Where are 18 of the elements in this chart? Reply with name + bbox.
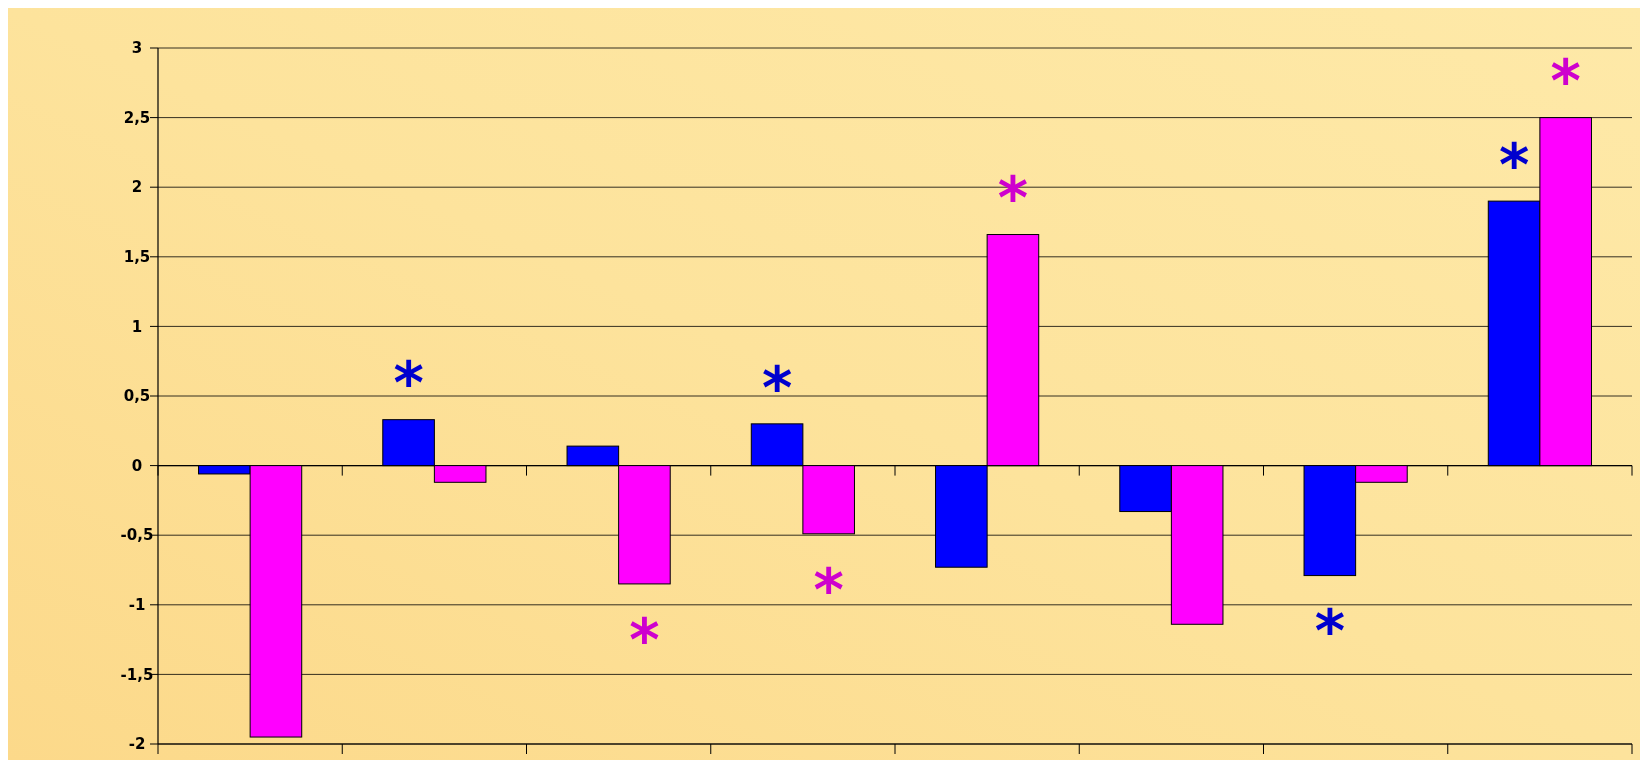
data-label: * bbox=[1550, 47, 1581, 116]
y-tick-label: 0 bbox=[131, 456, 143, 475]
data-label: * bbox=[629, 605, 660, 674]
y-tick-label: -2 bbox=[128, 735, 146, 754]
y-tick-label: -1 bbox=[128, 596, 146, 615]
y-tick-label: 1 bbox=[131, 317, 143, 336]
data-label: * bbox=[813, 555, 844, 624]
y-tick-label: 2,5 bbox=[123, 108, 151, 127]
y-tick-label: 0,5 bbox=[123, 387, 151, 406]
data-label: * bbox=[761, 353, 793, 422]
y-tick-label: 1,5 bbox=[123, 248, 151, 267]
y-tick-label: 2 bbox=[131, 178, 143, 197]
data-label: * bbox=[393, 349, 424, 418]
data-label: * bbox=[1498, 130, 1530, 199]
y-tick-label: -0,5 bbox=[120, 526, 154, 545]
y-tick-label: 3 bbox=[131, 39, 143, 58]
y-tick-label: -1,5 bbox=[120, 665, 154, 684]
data-label: * bbox=[1314, 597, 1345, 666]
